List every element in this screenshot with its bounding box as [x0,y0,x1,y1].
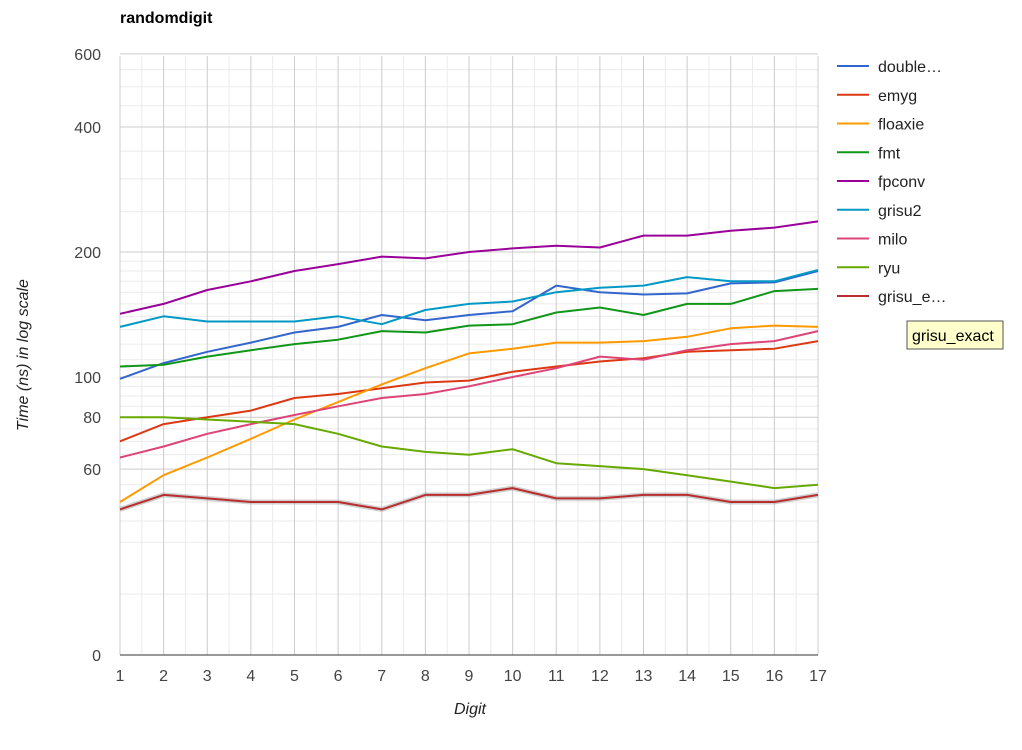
major-gridlines [119,53,819,656]
y-tick-label: 200 [74,245,101,262]
series-line-floaxie[interactable] [119,324,819,503]
y-tick-label: 400 [74,120,101,137]
y-tick-label: 600 [74,47,101,64]
x-tick-label: 8 [421,668,430,685]
legend-item[interactable]: fpconv [837,174,925,191]
x-tick-label: 2 [159,668,168,685]
x-tick-label: 3 [203,668,212,685]
legend-label: grisu2 [878,203,922,220]
x-tick-label: 11 [548,668,565,685]
legend-item[interactable]: grisu2 [837,203,922,220]
y-axis-title: Time (ns) in log scale [15,279,32,431]
series-line-milo[interactable] [119,330,819,459]
tooltip-box [906,320,1004,350]
x-tick-label: 12 [591,668,609,685]
legend-label: grisu_e… [878,289,946,306]
legend-label: double… [878,59,942,76]
x-tick-label: 7 [377,668,386,685]
x-tick-label: 10 [504,668,522,685]
x-tick-label: 15 [722,668,740,685]
x-tick-label: 16 [765,668,783,685]
legend-item[interactable]: floaxie [837,117,924,134]
legend-item[interactable]: ryu [837,260,900,277]
y-tick-label: 80 [83,410,101,427]
x-axis-title: Digit [454,701,487,718]
series-line-ryu[interactable] [120,416,819,490]
series-line-double[interactable] [119,270,819,380]
legend-label: fmt [878,145,901,162]
series-line-fpconv[interactable] [119,220,819,315]
legend-item[interactable]: emyg [837,88,917,105]
series-line-grisu2[interactable] [119,269,819,328]
legend-label: fpconv [878,174,925,191]
legend-item[interactable]: fmt [837,145,901,162]
tooltip-text: grisu_exact [912,328,994,345]
y-tick-label: 100 [74,370,101,387]
series-line-fmt[interactable] [119,287,819,368]
x-tick-label: 4 [246,668,255,685]
x-tick-label: 5 [290,668,299,685]
series-line-grisu-e[interactable] [119,487,819,511]
x-tick-label: 9 [465,668,474,685]
x-tick-label: 14 [678,668,696,685]
legend-item[interactable]: milo [837,232,907,249]
series-line-emyg[interactable] [119,340,819,443]
x-tick-label: 6 [334,668,343,685]
tooltip: grisu_exact [906,320,1004,350]
series-lines [119,220,819,512]
chart-title: randomdigit [120,10,213,27]
legend-item[interactable]: double… [837,59,942,76]
x-tick-label: 1 [116,668,125,685]
legend-label: emyg [878,88,917,105]
legend: double… emyg floaxie fmt fpconv grisu2 milo ryu… [837,59,946,306]
x-tick-label: 13 [635,668,653,685]
legend-label: ryu [878,260,900,277]
legend-label: floaxie [878,117,924,134]
x-tick-label: 17 [809,668,827,685]
legend-label: milo [878,232,907,249]
x-axis-ticks: 1 2 3 4 5 6 7 8 9 10 11 12 13 14 15 16 17 [116,668,827,685]
legend-item[interactable]: grisu_e… [837,289,946,306]
y-tick-label: 0 [92,648,101,665]
y-tick-label: 60 [83,462,101,479]
